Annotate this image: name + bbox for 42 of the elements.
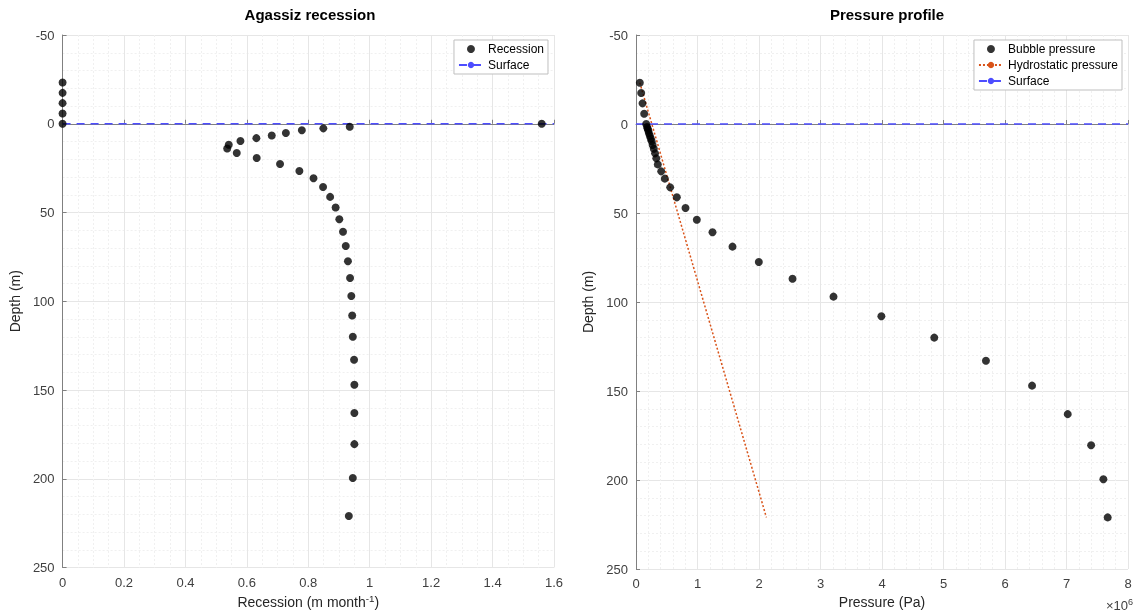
x-tick-label: 2 (755, 576, 763, 591)
x-tick-label: 7 (1062, 576, 1071, 591)
y-tick-label: 150 (32, 382, 55, 398)
x-tick-label: 1 (693, 576, 702, 591)
y-tick-label: 0 (47, 116, 55, 132)
x-tick-label: 0 (58, 574, 67, 590)
x-tick-label: 0 (632, 576, 640, 591)
y-tick-label: 100 (32, 293, 55, 309)
legend-label: Recession (487, 42, 544, 56)
y-axis-title: Depth (m) (580, 270, 597, 334)
chart-title: Agassiz recession (244, 6, 376, 23)
y-tick-label: -50 (609, 27, 628, 43)
y-tick-label: 250 (32, 560, 55, 575)
legend-label: Surface (487, 58, 530, 72)
x-tick-label: 1.4 (483, 574, 502, 590)
legend-label: Hydrostatic pressure (1007, 58, 1119, 72)
x-tick-label: 1.2 (422, 574, 441, 590)
y-tick-label: 100 (606, 294, 628, 310)
x-axis-title: Pressure (Pa) (838, 594, 926, 610)
x-tick-label: 1 (366, 574, 374, 590)
chart-title: Pressure profile (829, 6, 945, 23)
y-tick-label: 50 (40, 205, 55, 220)
y-tick-label: -50 (35, 27, 55, 43)
x-tick-label: 0.8 (299, 574, 318, 590)
x-tick-label: 0.4 (176, 574, 195, 590)
legend-label: Surface (1007, 74, 1050, 88)
legend-label: Bubble pressure (1007, 42, 1096, 56)
x-tick-label: 0.2 (114, 574, 134, 590)
x-tick-label: 4 (878, 576, 886, 591)
y-tick-label: 0 (620, 116, 628, 132)
x-tick-label: 6 (1001, 576, 1009, 591)
y-tick-label: 250 (606, 561, 628, 577)
x-tick-label: 0.6 (237, 574, 256, 590)
y-tick-label: 50 (613, 205, 628, 221)
x-tick-label: 3 (816, 576, 825, 591)
y-tick-label: 200 (606, 472, 628, 488)
y-tick-label: 150 (606, 383, 628, 399)
x-tick-label: 5 (939, 576, 948, 591)
x-tick-label: 8 (1124, 576, 1132, 591)
y-tick-label: 200 (32, 471, 55, 487)
y-axis-title: Depth (m) (7, 270, 23, 333)
x-tick-label: 1.6 (544, 574, 564, 590)
